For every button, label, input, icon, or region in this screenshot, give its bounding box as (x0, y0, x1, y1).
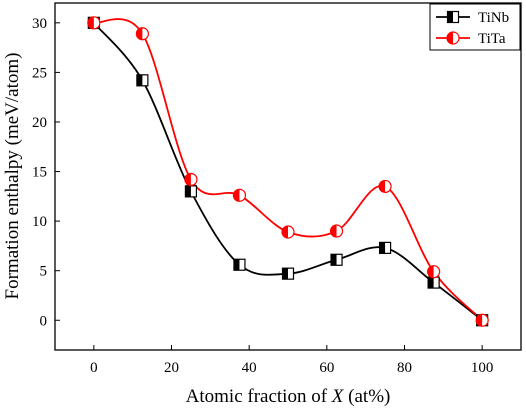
x-tick-label: 20 (164, 360, 179, 376)
x-tick-label: 60 (319, 360, 334, 376)
data-point-tita (87, 16, 101, 30)
y-tick-label: 30 (32, 16, 47, 32)
legend-items: TiNb TiTa (436, 10, 509, 47)
x-tick-label: 0 (90, 360, 98, 376)
data-point-tinb (184, 185, 198, 198)
legend-item-tita: TiTa (436, 31, 506, 47)
x-axis-title-prefix: Atomic fraction of (186, 386, 332, 407)
legend-item-tinb: TiNb (436, 10, 509, 26)
data-point-tinb (427, 276, 440, 289)
legend-marker (446, 31, 460, 45)
series-markers (87, 16, 489, 327)
data-point-tita (427, 265, 441, 279)
y-tick-label: 20 (32, 115, 47, 131)
data-point-tita (475, 313, 489, 327)
data-point-tita (232, 188, 247, 202)
x-axis-title-suffix: (at%) (343, 386, 390, 407)
series-line-tinb (93, 22, 483, 321)
data-point-tinb (378, 241, 392, 254)
plot-frame (54, 2, 522, 351)
x-tick-label: 100 (471, 360, 494, 376)
y-tick-label: 10 (32, 214, 47, 230)
data-point-tita (281, 225, 295, 239)
y-tick-label: 15 (32, 165, 47, 181)
data-point-tinb (136, 74, 149, 87)
x-axis-title: Atomic fraction of X (at%) (186, 386, 391, 407)
data-point-tita (378, 179, 392, 194)
x-axis-title-var: X (331, 386, 345, 407)
x-tick-label: 40 (242, 360, 257, 376)
y-tick-label: 5 (40, 264, 48, 280)
legend-box (429, 3, 521, 51)
data-point-tita (329, 224, 344, 238)
legend: TiNb TiTa (429, 3, 521, 51)
y-axis-title: Formation enthalpy (meV/atom) (2, 53, 23, 300)
legend-label: TiTa (478, 31, 506, 47)
data-point-tinb (233, 258, 246, 271)
data-point-tinb (281, 267, 295, 280)
data-point-tinb (330, 253, 343, 266)
y-tick-label: 0 (40, 313, 48, 329)
data-point-tita (135, 27, 149, 41)
y-tick-label: 25 (32, 65, 47, 81)
axis-ticks: 0 20 40 60 80 100 0 5 10 15 20 25 30 (32, 16, 493, 376)
x-tick-label: 80 (397, 360, 412, 376)
legend-marker (446, 10, 460, 24)
data-point-tita (184, 172, 198, 187)
legend-label: TiNb (478, 10, 509, 26)
